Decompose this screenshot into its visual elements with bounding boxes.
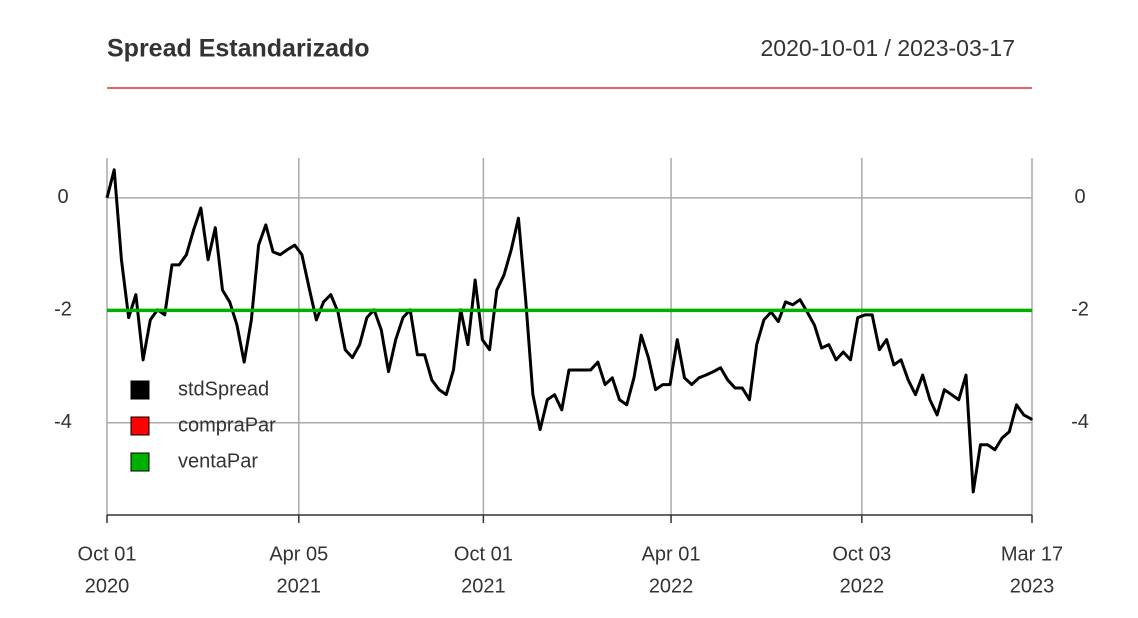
legend-label: ventaPar xyxy=(178,450,258,472)
legend-swatch xyxy=(130,452,150,472)
x-tick-label: 2022 xyxy=(840,575,885,597)
x-tick-label: Mar 17 xyxy=(1001,543,1063,565)
x-tick-label: 2021 xyxy=(461,575,506,597)
legend-swatch xyxy=(130,380,150,400)
x-tick-label: 2020 xyxy=(85,575,130,597)
legend-label: compraPar xyxy=(178,414,276,436)
plot xyxy=(105,168,1034,494)
x-tick-label: Oct 01 xyxy=(454,543,513,565)
x-tick-label: Apr 01 xyxy=(642,543,701,565)
y-tick-label: -2 xyxy=(54,299,72,321)
series-line xyxy=(105,168,1034,494)
date-range: 2020-10-01 / 2023-03-17 xyxy=(761,35,1015,61)
chart-title: Spread Estandarizado xyxy=(107,35,370,63)
legend-swatch xyxy=(130,416,150,436)
x-tick-label: Apr 05 xyxy=(269,543,328,565)
y-tick-label-right: 0 xyxy=(1074,186,1085,208)
y-tick-label-right: -4 xyxy=(1071,411,1089,433)
labels: 0 0 -2 -2 -4 -4 Oct 01 2020 Apr 05 2021 Oct 01 2021… xyxy=(54,186,1089,597)
x-tick-label: Oct 03 xyxy=(832,543,891,565)
y-tick-label: 0 xyxy=(57,186,68,208)
x-tick-label: 2022 xyxy=(649,575,694,597)
x-tick-label: 2023 xyxy=(1010,575,1055,597)
y-tick-label-right: -2 xyxy=(1071,299,1089,321)
y-tick-label: -4 xyxy=(54,411,72,433)
legend-label: stdSpread xyxy=(178,378,269,400)
x-tick-label: 2021 xyxy=(277,575,322,597)
x-tick-label: Oct 01 xyxy=(78,543,137,565)
